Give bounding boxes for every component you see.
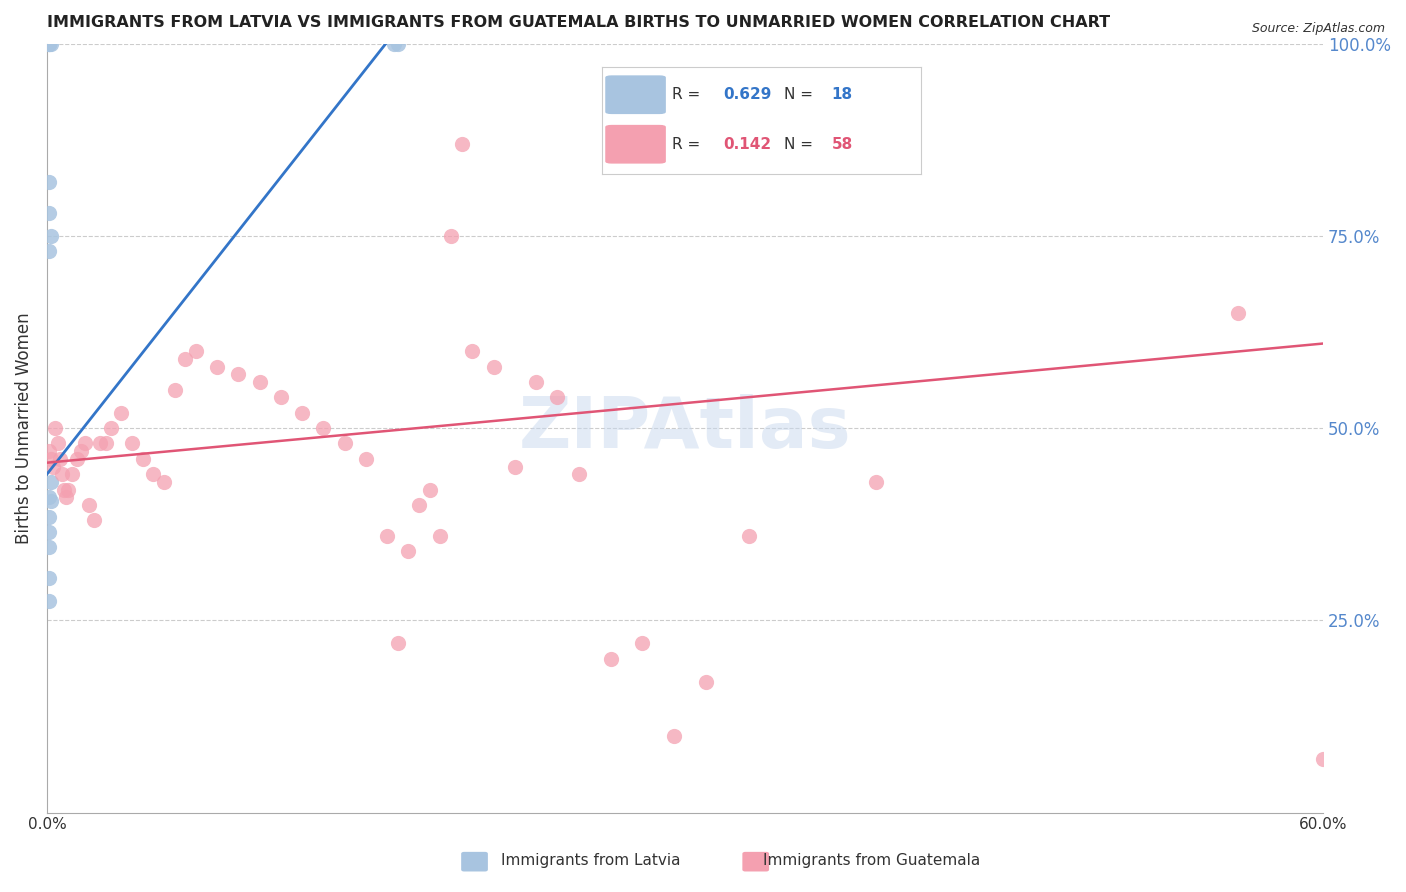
Point: [599, 652, 621, 666]
Point: [503, 459, 526, 474]
Point: [184, 344, 207, 359]
Point: [482, 359, 505, 374]
Point: [121, 436, 143, 450]
Point: [865, 475, 887, 489]
Point: [312, 421, 335, 435]
Text: ZIPAtlas: ZIPAtlas: [519, 393, 851, 463]
Point: [38, 175, 60, 189]
Point: [153, 475, 176, 489]
Point: [44, 421, 66, 435]
Point: [270, 390, 292, 404]
Text: Source: ZipAtlas.com: Source: ZipAtlas.com: [1251, 22, 1385, 36]
Point: [354, 451, 377, 466]
Point: [205, 359, 228, 374]
Point: [56, 483, 79, 497]
Point: [142, 467, 165, 482]
Point: [228, 368, 250, 382]
Point: [39, 475, 62, 489]
Point: [1312, 752, 1334, 766]
Point: [440, 228, 463, 243]
Point: [163, 383, 186, 397]
Point: [83, 513, 105, 527]
Point: [631, 636, 654, 650]
Point: [38, 37, 60, 51]
Point: [51, 467, 73, 482]
Y-axis label: Births to Unmarried Women: Births to Unmarried Women: [15, 312, 32, 544]
Point: [524, 375, 547, 389]
Point: [38, 541, 60, 555]
Point: [38, 444, 60, 458]
Point: [291, 406, 314, 420]
Point: [1227, 306, 1250, 320]
Point: [333, 436, 356, 450]
Point: [66, 451, 89, 466]
Point: [70, 444, 93, 458]
Point: [38, 491, 60, 505]
Point: [89, 436, 111, 450]
Text: Immigrants from Latvia: Immigrants from Latvia: [501, 854, 681, 868]
Point: [96, 436, 118, 450]
Point: [38, 244, 60, 259]
Point: [38, 524, 60, 539]
Point: [387, 636, 409, 650]
Point: [174, 351, 197, 366]
Point: [46, 436, 69, 450]
Point: [664, 729, 686, 743]
Point: [55, 491, 77, 505]
Point: [62, 467, 84, 482]
Point: [450, 136, 472, 151]
Point: [38, 37, 60, 51]
Point: [419, 483, 441, 497]
Point: [408, 498, 430, 512]
Point: [48, 451, 70, 466]
Point: [79, 498, 101, 512]
Point: [39, 37, 62, 51]
Text: Immigrants from Guatemala: Immigrants from Guatemala: [763, 854, 980, 868]
Point: [695, 674, 717, 689]
Point: [38, 206, 60, 220]
Point: [38, 509, 60, 524]
Point: [461, 344, 484, 359]
Point: [387, 37, 409, 51]
Point: [100, 421, 122, 435]
Point: [131, 451, 153, 466]
Point: [38, 571, 60, 585]
Point: [39, 494, 62, 508]
Point: [39, 451, 62, 466]
Point: [375, 529, 398, 543]
Point: [398, 544, 420, 558]
Point: [39, 228, 62, 243]
Point: [568, 467, 591, 482]
Point: [429, 529, 451, 543]
Point: [546, 390, 568, 404]
Point: [738, 529, 761, 543]
Point: [75, 436, 97, 450]
Text: IMMIGRANTS FROM LATVIA VS IMMIGRANTS FROM GUATEMALA BIRTHS TO UNMARRIED WOMEN CO: IMMIGRANTS FROM LATVIA VS IMMIGRANTS FRO…: [46, 15, 1109, 30]
Point: [38, 37, 60, 51]
Point: [42, 459, 65, 474]
Point: [38, 594, 60, 608]
Point: [249, 375, 271, 389]
Point: [382, 37, 405, 51]
Point: [52, 483, 75, 497]
Point: [110, 406, 132, 420]
